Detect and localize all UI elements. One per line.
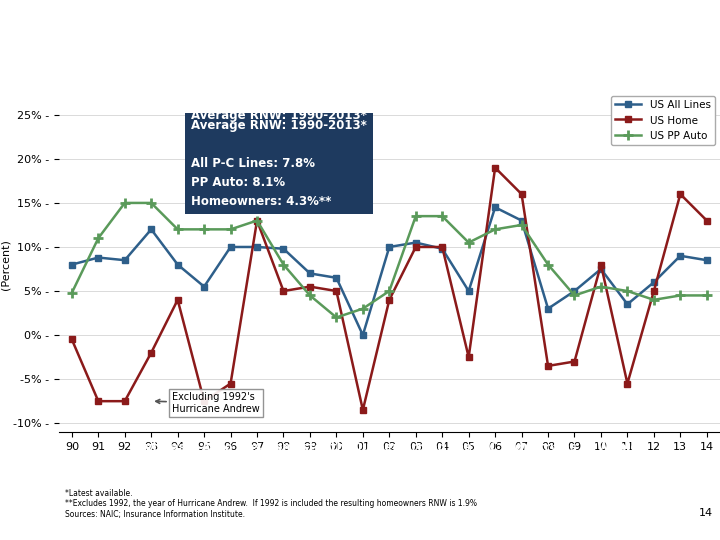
- US PP Auto: [676, 292, 685, 299]
- US Home: [438, 244, 446, 250]
- Legend: US All Lines, US Home, US PP Auto: US All Lines, US Home, US PP Auto: [611, 96, 715, 145]
- US PP Auto: [279, 261, 288, 268]
- US All Lines: [253, 244, 261, 250]
- US All Lines: [623, 301, 631, 307]
- US All Lines: [359, 332, 367, 339]
- US Home: [491, 165, 500, 171]
- US PP Auto: [517, 222, 526, 228]
- US Home: [703, 217, 711, 224]
- US PP Auto: [226, 226, 235, 233]
- Text: iii INSURANCE
    INFORMATION
    INSTITUTE: iii INSURANCE INFORMATION INSTITUTE: [648, 24, 700, 41]
- US PP Auto: [570, 292, 579, 299]
- US Home: [464, 354, 473, 360]
- Y-axis label: (Percent): (Percent): [0, 239, 10, 290]
- US All Lines: [464, 288, 473, 294]
- US PP Auto: [305, 292, 314, 299]
- US Home: [359, 407, 367, 413]
- US PP Auto: [253, 217, 261, 224]
- US All Lines: [200, 284, 209, 290]
- Text: Average RNW: 1990-2013*

All P-C Lines: 7.8%
PP Auto: 8.1%
Homeowners: 4.3%**: Average RNW: 1990-2013* All P-C Lines: 7…: [191, 119, 366, 208]
- US Home: [200, 398, 209, 404]
- Text: 14: 14: [699, 508, 714, 518]
- US All Lines: [597, 266, 606, 272]
- US Home: [120, 398, 129, 404]
- US PP Auto: [359, 306, 367, 312]
- US All Lines: [279, 246, 288, 252]
- US PP Auto: [703, 292, 711, 299]
- US All Lines: [68, 261, 76, 268]
- US PP Auto: [94, 235, 103, 241]
- Line: US PP Auto: US PP Auto: [67, 198, 711, 322]
- US Home: [174, 296, 182, 303]
- US PP Auto: [200, 226, 209, 233]
- Line: US All Lines: US All Lines: [68, 204, 710, 339]
- US All Lines: [438, 246, 446, 252]
- Text: Homeowners & Pvt. Pass. Auto, 1990-2014*: Homeowners & Pvt. Pass. Auto, 1990-2014*: [66, 68, 508, 86]
- US Home: [544, 363, 552, 369]
- Text: *Latest available.
**Excludes 1992, the year of Hurricane Andrew.  If 1992 is in: *Latest available. **Excludes 1992, the …: [66, 489, 477, 518]
- US PP Auto: [411, 213, 420, 219]
- US Home: [253, 217, 261, 224]
- US All Lines: [491, 204, 500, 211]
- US PP Auto: [544, 261, 552, 268]
- US Home: [226, 380, 235, 387]
- US Home: [517, 191, 526, 197]
- US All Lines: [174, 261, 182, 268]
- US Home: [305, 284, 314, 290]
- US Home: [597, 261, 606, 268]
- Text: Average RNW: 1990-2013*: Average RNW: 1990-2013*: [191, 109, 366, 122]
- US All Lines: [305, 270, 314, 276]
- US All Lines: [120, 257, 129, 264]
- US All Lines: [147, 226, 156, 233]
- US PP Auto: [147, 200, 156, 206]
- US All Lines: [332, 274, 341, 281]
- US PP Auto: [174, 226, 182, 233]
- US PP Auto: [385, 288, 394, 294]
- US Home: [94, 398, 103, 404]
- US Home: [649, 288, 658, 294]
- US PP Auto: [491, 226, 500, 233]
- US All Lines: [385, 244, 394, 250]
- US Home: [385, 296, 394, 303]
- US PP Auto: [438, 213, 446, 219]
- US All Lines: [703, 257, 711, 264]
- US All Lines: [411, 239, 420, 246]
- US All Lines: [544, 306, 552, 312]
- US Home: [570, 358, 579, 365]
- Text: Pvt.Pass. Auto Has Consistently Outperformed the P-C Industry as  a Whole.
Homeo: Pvt.Pass. Auto Has Consistently Outperfo…: [135, 441, 643, 472]
- US All Lines: [517, 217, 526, 224]
- US Home: [279, 288, 288, 294]
- US Home: [623, 380, 631, 387]
- US All Lines: [676, 253, 685, 259]
- US PP Auto: [623, 288, 631, 294]
- US PP Auto: [68, 289, 76, 296]
- US All Lines: [94, 254, 103, 261]
- US All Lines: [649, 279, 658, 286]
- Text: Excluding 1992's
Hurricane Andrew: Excluding 1992's Hurricane Andrew: [156, 393, 260, 414]
- US All Lines: [226, 244, 235, 250]
- US Home: [332, 288, 341, 294]
- US All Lines: [570, 288, 579, 294]
- US PP Auto: [649, 296, 658, 303]
- US Home: [411, 244, 420, 250]
- US Home: [676, 191, 685, 197]
- US Home: [147, 349, 156, 356]
- US PP Auto: [597, 284, 606, 290]
- US PP Auto: [332, 314, 341, 321]
- US PP Auto: [120, 200, 129, 206]
- Line: US Home: US Home: [68, 164, 710, 414]
- US PP Auto: [464, 239, 473, 246]
- Text: Return on Net Worth: All P-C Lines vs.: Return on Net Worth: All P-C Lines vs.: [66, 27, 450, 45]
- US Home: [68, 336, 76, 343]
